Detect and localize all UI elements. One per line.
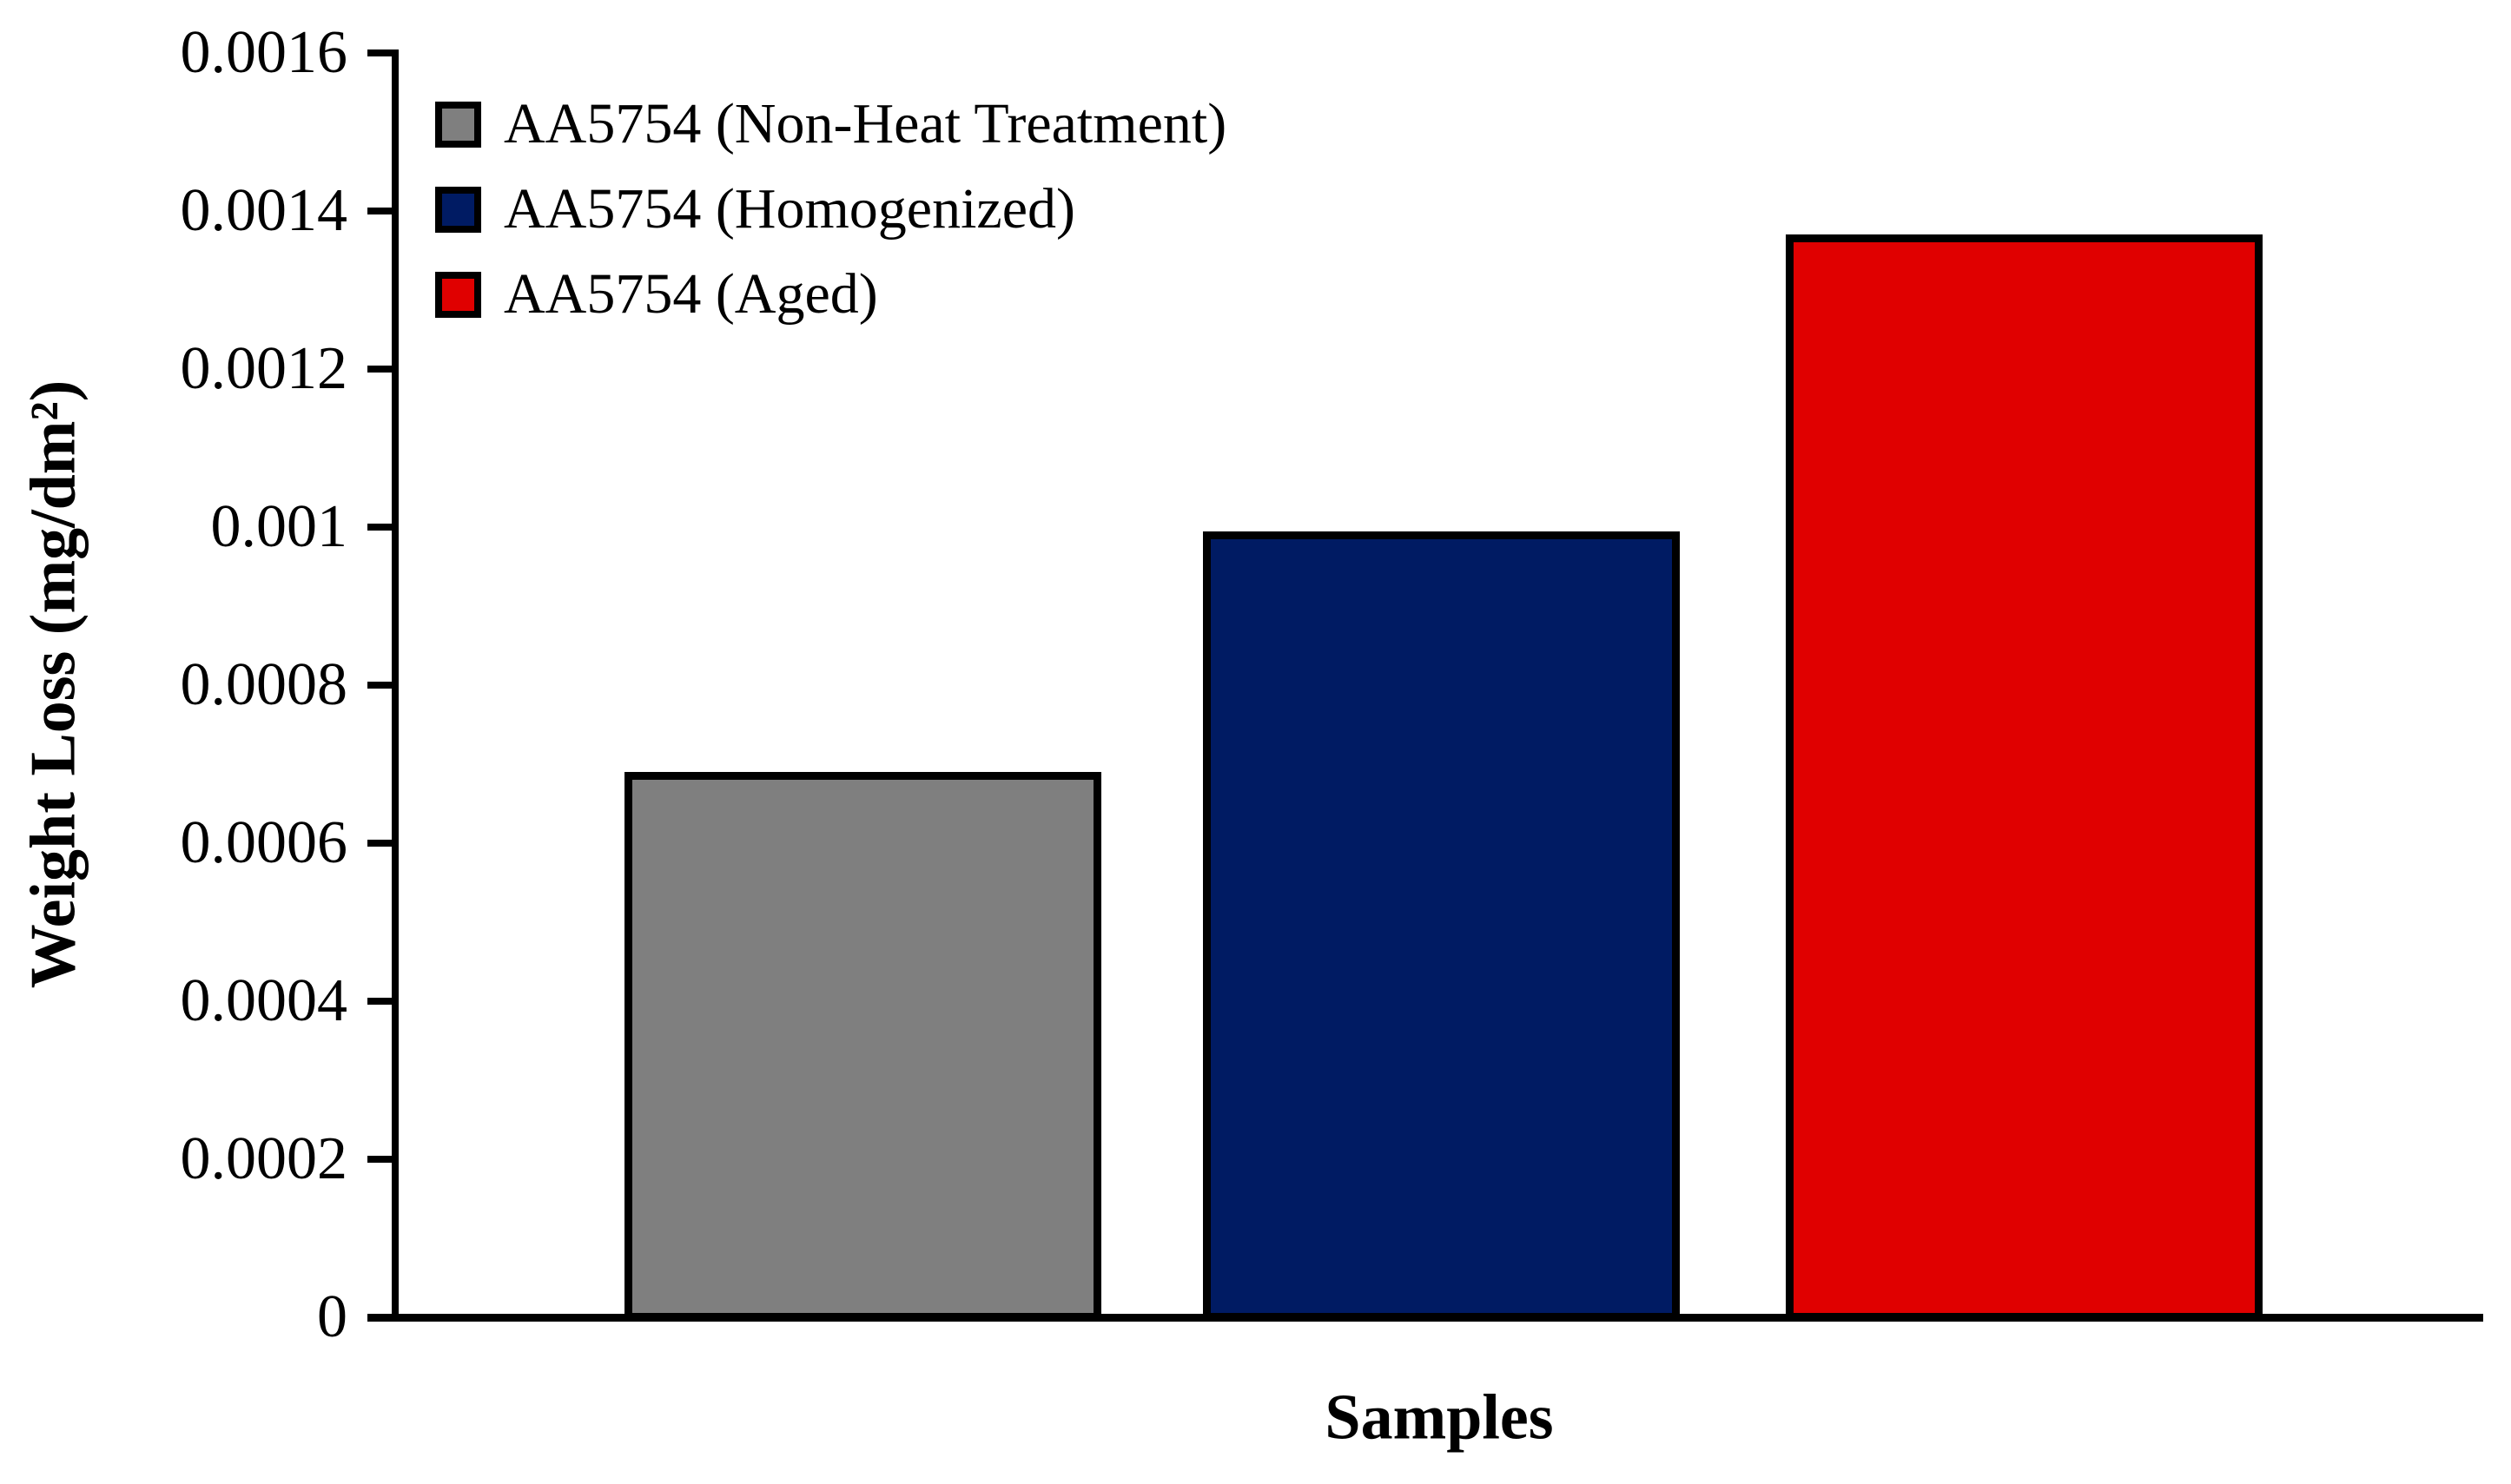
y-tick-label: 0 [317,1283,347,1350]
legend-item: AA5754 (Homogenized) [435,176,1075,242]
y-axis-line [392,49,399,1321]
legend-item: AA5754 (Non-Heat Treatment) [435,91,1226,157]
legend-label: AA5754 (Aged) [504,262,878,326]
y-tick-mark [367,998,393,1005]
y-tick-label: 0.0016 [180,19,348,86]
y-tick-mark [367,1156,393,1163]
y-tick-mark [367,682,393,689]
legend-swatch-icon [435,271,481,318]
y-tick-mark [367,49,393,56]
y-tick-label: 0.0008 [180,651,348,718]
y-tick-label: 0.0004 [180,967,348,1034]
bar-aa5754-homogenized [1202,531,1680,1321]
x-axis-title: Samples [1325,1382,1554,1454]
y-tick-label: 0.0002 [180,1125,348,1192]
y-tick-label: 0.001 [210,493,348,560]
legend-swatch-icon [435,101,481,148]
y-tick-label: 0.0006 [180,809,348,876]
legend-item: AA5754 (Aged) [435,261,878,327]
y-tick-mark [367,840,393,847]
bar-aa5754-non-heat-treatment [624,772,1101,1321]
y-tick-label: 0.0012 [180,335,348,402]
x-axis-line [367,1314,2483,1322]
y-tick-label: 0.0014 [180,177,348,244]
bar-aa5754-aged [1785,234,2263,1321]
y-tick-mark [367,524,393,531]
y-tick-mark [367,208,393,214]
legend-label: AA5754 (Homogenized) [504,177,1076,241]
y-tick-mark [367,366,393,373]
legend-label: AA5754 (Non-Heat Treatment) [504,92,1227,155]
legend-swatch-icon [435,186,481,233]
